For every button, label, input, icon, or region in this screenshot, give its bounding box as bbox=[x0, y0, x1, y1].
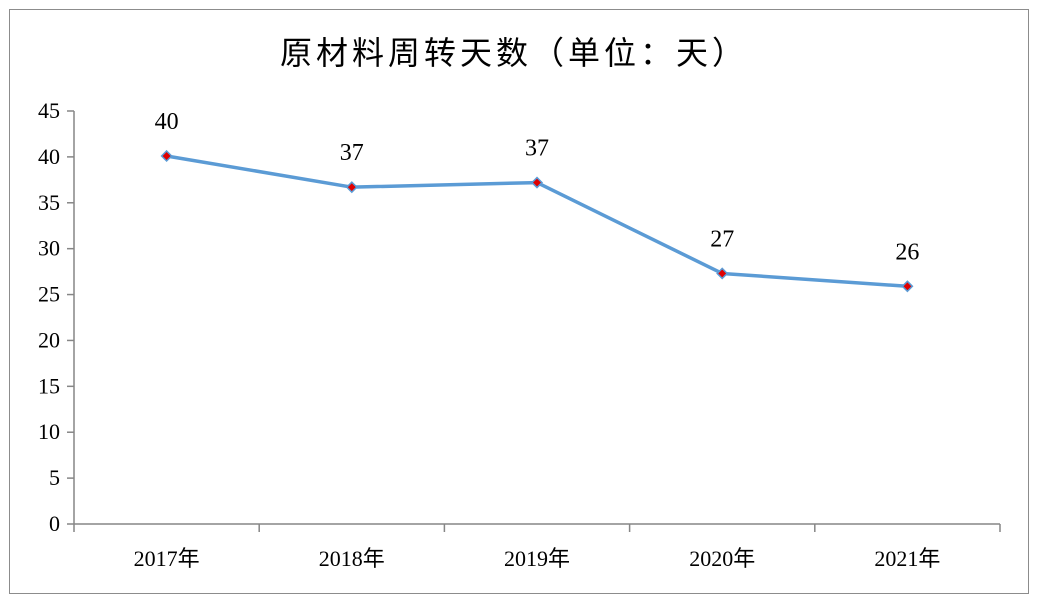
data-label: 27 bbox=[710, 226, 734, 252]
y-axis-ticks: 0 5 10 15 20 25 30 35 40 45 bbox=[38, 98, 74, 536]
y-tick-label: 15 bbox=[38, 373, 60, 398]
y-tick-label: 45 bbox=[38, 98, 60, 123]
y-tick-label: 10 bbox=[38, 419, 60, 444]
x-axis-ticks: 2017年 2018年 2019年 2020年 2021年 bbox=[73, 524, 1001, 571]
data-label: 37 bbox=[525, 136, 549, 162]
x-tick-label: 2019年 bbox=[504, 546, 570, 571]
y-tick-label: 30 bbox=[38, 236, 60, 261]
y-tick-label: 40 bbox=[38, 144, 60, 169]
data-point-marker bbox=[901, 280, 914, 293]
data-label: 37 bbox=[340, 140, 364, 166]
chart-frame bbox=[9, 9, 1029, 594]
x-tick-label: 2018年 bbox=[319, 546, 385, 571]
x-tick-label: 2017年 bbox=[134, 546, 200, 571]
data-point-marker bbox=[530, 176, 544, 189]
y-tick-label: 25 bbox=[38, 282, 60, 307]
x-tick-label: 2020年 bbox=[689, 546, 755, 571]
data-label: 26 bbox=[895, 239, 919, 265]
y-tick-label: 35 bbox=[38, 190, 60, 215]
data-point-marker bbox=[160, 149, 173, 163]
y-tick-label: 5 bbox=[49, 465, 60, 490]
data-point-marker bbox=[345, 181, 358, 194]
y-tick-label: 20 bbox=[38, 327, 60, 352]
series-line bbox=[166, 154, 908, 289]
axes bbox=[73, 111, 1000, 525]
series-group: 40 37 37 27 26 bbox=[155, 109, 919, 293]
x-tick-label: 2021年 bbox=[874, 546, 940, 571]
data-point-marker bbox=[716, 267, 729, 280]
chart-title: 原材料周转天数（单位：天） bbox=[279, 34, 748, 72]
data-label: 40 bbox=[155, 109, 179, 135]
y-tick-label: 0 bbox=[49, 511, 60, 536]
